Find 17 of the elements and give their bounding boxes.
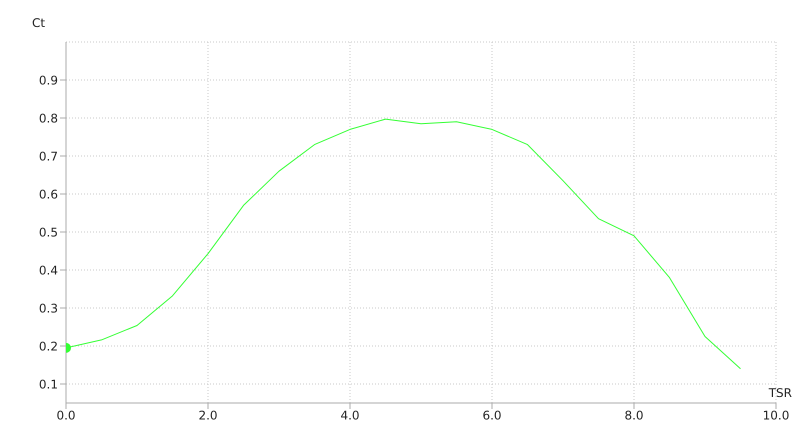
y-tick-label: 0.1	[38, 377, 58, 392]
y-tick-label: 0.5	[38, 225, 58, 240]
y-tick-label: 0.3	[38, 301, 58, 316]
y-tick-label: 0.6	[38, 187, 58, 202]
x-axis-title: TSR	[768, 386, 792, 400]
x-tick-label: 2.0	[198, 408, 218, 423]
x-tick-label: 8.0	[624, 408, 644, 423]
y-tick-label: 0.4	[38, 263, 58, 278]
y-tick-label: 0.2	[38, 339, 58, 354]
y-axis-title: Ct	[32, 16, 46, 30]
y-tick-label: 0.9	[38, 73, 58, 88]
x-tick-label: 10.0	[762, 408, 790, 423]
y-tick-label: 0.7	[38, 149, 58, 164]
x-tick-label: 6.0	[482, 408, 502, 423]
y-tick-label: 0.8	[38, 111, 58, 126]
x-tick-label: 4.0	[340, 408, 360, 423]
x-tick-label: 0.0	[56, 408, 76, 423]
